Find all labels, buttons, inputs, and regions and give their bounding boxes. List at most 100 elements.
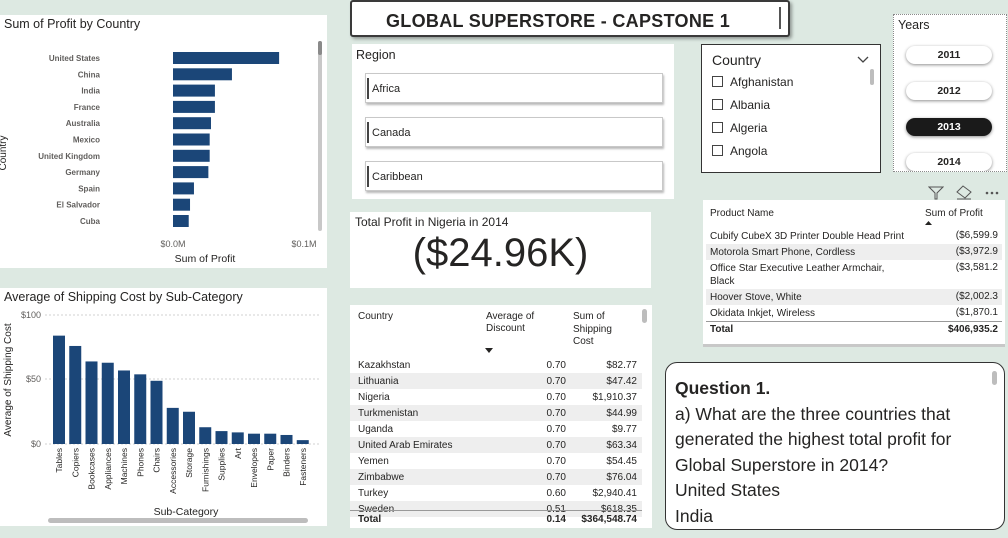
profit-chart-scrollbar[interactable]	[318, 41, 322, 231]
profit-bar[interactable]	[173, 198, 191, 211]
eraser-icon[interactable]	[955, 185, 973, 200]
table-row[interactable]: Kazakhstan 0.70 $82.77	[350, 357, 642, 373]
table-row[interactable]: Uganda 0.70 $9.77	[350, 421, 642, 437]
cell-country: Yemen	[358, 456, 389, 467]
profit-bar[interactable]	[173, 215, 189, 227]
filter-icon[interactable]	[928, 186, 944, 200]
shipping-bar[interactable]	[248, 433, 260, 444]
profit-chart-title: Sum of Profit by Country	[4, 17, 141, 31]
col-header-country[interactable]: Country	[358, 311, 394, 322]
shipping-bar[interactable]	[215, 431, 228, 444]
profit-chart-scroll-thumb[interactable]	[318, 41, 322, 55]
shipping-bar[interactable]	[264, 433, 277, 444]
shipping-y-tick-50: $50	[26, 374, 41, 384]
shipping-bar[interactable]	[280, 434, 293, 444]
shipping-category-label: Bookcases	[87, 448, 97, 490]
profit-bar[interactable]	[173, 166, 209, 179]
table-row[interactable]: Zimbabwe 0.70 $76.04	[350, 469, 642, 485]
cell-avg-discount: 0.51	[546, 504, 566, 515]
region-slicer[interactable]: Region Africa Canada Caribbean	[352, 44, 674, 199]
shipping-chart-svg: $100 $50 $0 Average of Shipping Cost Tab…	[3, 310, 320, 523]
cell-sum-of-profit: ($3,972.9	[955, 246, 998, 257]
product-row[interactable]: Hoover Stove, White ($2,002.3	[706, 289, 1002, 305]
question-textbox[interactable]: Question 1. a) What are the three countr…	[665, 362, 1005, 530]
checkbox-icon[interactable]	[712, 99, 723, 110]
cell-shipping-cost: $618.35	[600, 504, 637, 515]
table-row[interactable]: United Arab Emirates 0.70 $63.34	[350, 437, 642, 453]
shipping-bar[interactable]	[296, 440, 309, 444]
cell-shipping-cost: $1,910.37	[592, 392, 638, 403]
product-row[interactable]: Cubify CubeX 3D Printer Double Head Prin…	[706, 228, 1002, 244]
shipping-cost-chart[interactable]: Average of Shipping Cost by Sub-Category…	[0, 288, 327, 526]
table-row[interactable]: Turkmenistan 0.70 $44.99	[350, 405, 642, 421]
country-item-afghanistan[interactable]: Afghanistan	[712, 75, 793, 89]
shipping-chart-title: Average of Shipping Cost by Sub-Category	[4, 290, 243, 304]
cell-country: Lithuania	[358, 376, 399, 387]
shipping-chart-hscrollbar[interactable]	[48, 518, 308, 523]
shipping-bar[interactable]	[53, 335, 65, 444]
product-profit-table[interactable]: Product Name Sum of Profit Cubify CubeX …	[703, 200, 1005, 347]
more-options-icon[interactable]	[984, 190, 1000, 196]
product-row[interactable]: Motorola Smart Phone, Cordless ($3,972.9	[706, 244, 1002, 260]
region-item-canada[interactable]: Canada	[365, 117, 663, 147]
table-row[interactable]: Nigeria 0.70 $1,910.37	[350, 389, 642, 405]
region-item-africa[interactable]: Africa	[365, 73, 663, 103]
shipping-bar[interactable]	[150, 380, 163, 444]
col-header-shipping-cost[interactable]: Sum of Shipping Cost	[573, 311, 612, 347]
product-row[interactable]: Okidata Inkjet, Wireless ($1,870.1	[706, 305, 1002, 321]
profit-bar[interactable]	[173, 133, 210, 146]
shipping-bar[interactable]	[69, 345, 82, 444]
shipping-bar[interactable]	[231, 432, 244, 444]
table-row[interactable]: Lithuania 0.70 $47.42	[350, 373, 642, 389]
shipping-category-label: Accessories	[168, 448, 178, 494]
country-table-scrollbar[interactable]	[642, 309, 647, 323]
chevron-down-icon[interactable]	[857, 56, 869, 64]
profit-bar[interactable]	[173, 182, 194, 195]
table-row[interactable]: Yemen 0.70 $54.45	[350, 453, 642, 469]
country-item-algeria[interactable]: Algeria	[712, 121, 767, 135]
year-item-2011[interactable]: 2011	[906, 46, 992, 64]
year-item-2014[interactable]: 2014	[906, 153, 992, 171]
profit-bar[interactable]	[173, 68, 232, 81]
profit-bar[interactable]	[173, 52, 280, 64]
product-row[interactable]: Office Star Executive Leather Armchair, …	[706, 260, 1002, 289]
country-slicer-scrollbar[interactable]	[870, 69, 874, 85]
checkbox-icon[interactable]	[712, 122, 723, 133]
shipping-bar[interactable]	[134, 374, 147, 444]
col-header-avg-discount[interactable]: Average of Discount	[486, 311, 535, 334]
col-header-product-name[interactable]: Product Name	[710, 208, 774, 219]
checkbox-icon[interactable]	[712, 145, 723, 156]
profit-by-country-chart[interactable]: Sum of Profit by Country United States Ch…	[0, 15, 327, 268]
shipping-bar[interactable]	[85, 361, 98, 444]
region-item-caribbean[interactable]: Caribbean	[365, 161, 663, 191]
cell-shipping-cost: $2,940.41	[592, 488, 638, 499]
years-slicer[interactable]: Years 2011 2012 2013 2014	[893, 14, 1007, 172]
question-scrollbar[interactable]	[992, 371, 997, 385]
shipping-bar[interactable]	[118, 370, 130, 444]
cell-product-name: Office Star Executive Leather Armchair, …	[710, 263, 885, 287]
profit-bar[interactable]	[173, 149, 210, 162]
checkbox-icon[interactable]	[712, 76, 723, 87]
nigeria-profit-card[interactable]: Total Profit in Nigeria in 2014 ($24.96K…	[350, 212, 651, 288]
country-item-angola[interactable]: Angola	[712, 144, 767, 158]
col-header-sum-of-profit[interactable]: Sum of Profit	[925, 208, 983, 219]
profit-bar[interactable]	[173, 117, 211, 130]
country-discount-table[interactable]: Country Average of Discount Sum of Shipp…	[350, 305, 652, 528]
country-item-albania[interactable]: Albania	[712, 98, 770, 112]
year-item-2013-selected[interactable]: 2013	[906, 118, 992, 136]
country-slicer-title: Country	[712, 52, 762, 68]
cell-sum-of-profit: ($3,581.2	[955, 262, 998, 273]
profit-bar[interactable]	[173, 100, 215, 113]
shipping-bar[interactable]	[199, 427, 212, 444]
profit-bar[interactable]	[173, 84, 215, 97]
table-row[interactable]: Turkey 0.60 $2,940.41	[350, 485, 642, 501]
shipping-bar[interactable]	[101, 362, 114, 444]
shipping-bar[interactable]	[183, 411, 195, 444]
shipping-bar[interactable]	[166, 407, 179, 444]
sort-descending-icon	[485, 348, 493, 353]
country-slicer[interactable]: Country Afghanistan Albania Algeria Ango…	[701, 44, 881, 173]
table-row[interactable]: Sweden 0.51 $618.35	[350, 501, 642, 517]
shipping-y-tick-100: $100	[21, 310, 41, 320]
product-table-hscrollbar[interactable]	[703, 344, 1005, 347]
year-item-2012[interactable]: 2012	[906, 82, 992, 100]
